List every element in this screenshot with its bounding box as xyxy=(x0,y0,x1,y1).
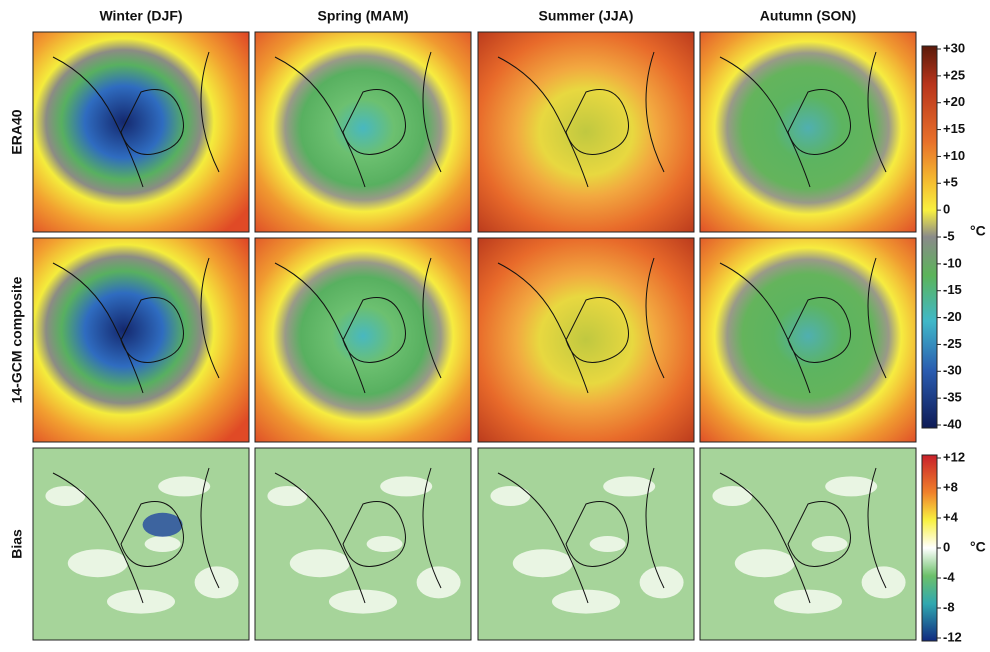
colorbar-tick-label: +4 xyxy=(943,509,959,524)
map-panel xyxy=(700,448,916,640)
colorbar-tick-label: -10 xyxy=(943,255,962,270)
map-patch xyxy=(735,549,795,577)
colorbar-tick-label: +12 xyxy=(943,449,965,464)
colorbar-tick-label: -35 xyxy=(943,390,962,405)
map-field xyxy=(700,32,916,232)
map-patch xyxy=(490,486,530,506)
colorbar-unit: °C xyxy=(970,539,986,555)
column-title: Spring (MAM) xyxy=(318,8,409,24)
colorbar-tick-label: +5 xyxy=(943,175,958,190)
map-field xyxy=(700,238,916,442)
colorbar-tick-label: +20 xyxy=(943,94,965,109)
map-patch xyxy=(513,549,573,577)
map-field xyxy=(33,238,249,442)
map-panel xyxy=(33,238,249,442)
colorbar-tick-label: -12 xyxy=(943,629,962,644)
map-field xyxy=(478,238,694,442)
colorbar-tick-label: -15 xyxy=(943,282,962,297)
colorbar-tick-label: +25 xyxy=(943,67,965,82)
colorbar xyxy=(922,46,937,428)
map-panel xyxy=(255,32,471,232)
colorbar-tick-label: -8 xyxy=(943,599,955,614)
map-panel xyxy=(33,448,249,640)
map-patch xyxy=(290,549,350,577)
map-patch xyxy=(143,513,183,537)
column-title: Summer (JJA) xyxy=(539,8,634,24)
map-panel xyxy=(700,32,916,232)
map-patch xyxy=(774,590,842,614)
row-label: ERA40 xyxy=(9,109,25,154)
colorbar-tick-label: +15 xyxy=(943,121,965,136)
map-patch xyxy=(329,590,397,614)
map-patch xyxy=(145,536,181,552)
map-patch xyxy=(812,536,848,552)
map-patch xyxy=(367,536,403,552)
colorbar-tick-label: 0 xyxy=(943,539,950,554)
map-patch xyxy=(107,590,175,614)
map-patch xyxy=(68,549,128,577)
map-field xyxy=(255,238,471,442)
column-title: Autumn (SON) xyxy=(760,8,856,24)
row-label: 14-GCM composite xyxy=(9,276,25,403)
map-panel xyxy=(700,238,916,442)
map-panel xyxy=(255,238,471,442)
colorbar xyxy=(922,455,937,641)
map-panel xyxy=(478,32,694,232)
colorbar-tick-label: +8 xyxy=(943,479,958,494)
map-panel xyxy=(33,32,249,232)
colorbar-unit: °C xyxy=(970,223,986,239)
colorbar-tick-label: -25 xyxy=(943,336,962,351)
row-label: Bias xyxy=(9,529,25,559)
map-field xyxy=(255,32,471,232)
map-panel xyxy=(255,448,471,640)
colorbar-tick-label: -4 xyxy=(943,569,955,584)
map-patch xyxy=(45,486,85,506)
colorbar-tick-label: +10 xyxy=(943,148,965,163)
map-patch xyxy=(590,536,626,552)
map-field xyxy=(478,32,694,232)
colorbar-tick-label: -20 xyxy=(943,309,962,324)
colorbar-tick-label: 0 xyxy=(943,202,950,217)
map-field xyxy=(33,32,249,232)
colorbar-tick-label: -5 xyxy=(943,228,955,243)
colorbar-tick-label: -30 xyxy=(943,363,962,378)
colorbar-tick-label: +30 xyxy=(943,40,965,55)
map-panel xyxy=(478,448,694,640)
map-patch xyxy=(712,486,752,506)
map-patch xyxy=(267,486,307,506)
colorbar-tick-label: -40 xyxy=(943,416,962,431)
figure: °C °C Winter (DJF) Spring (MAM) Summer (JJ… xyxy=(0,0,990,647)
column-title: Winter (DJF) xyxy=(99,8,182,24)
map-panel xyxy=(478,238,694,442)
map-patch xyxy=(552,590,620,614)
